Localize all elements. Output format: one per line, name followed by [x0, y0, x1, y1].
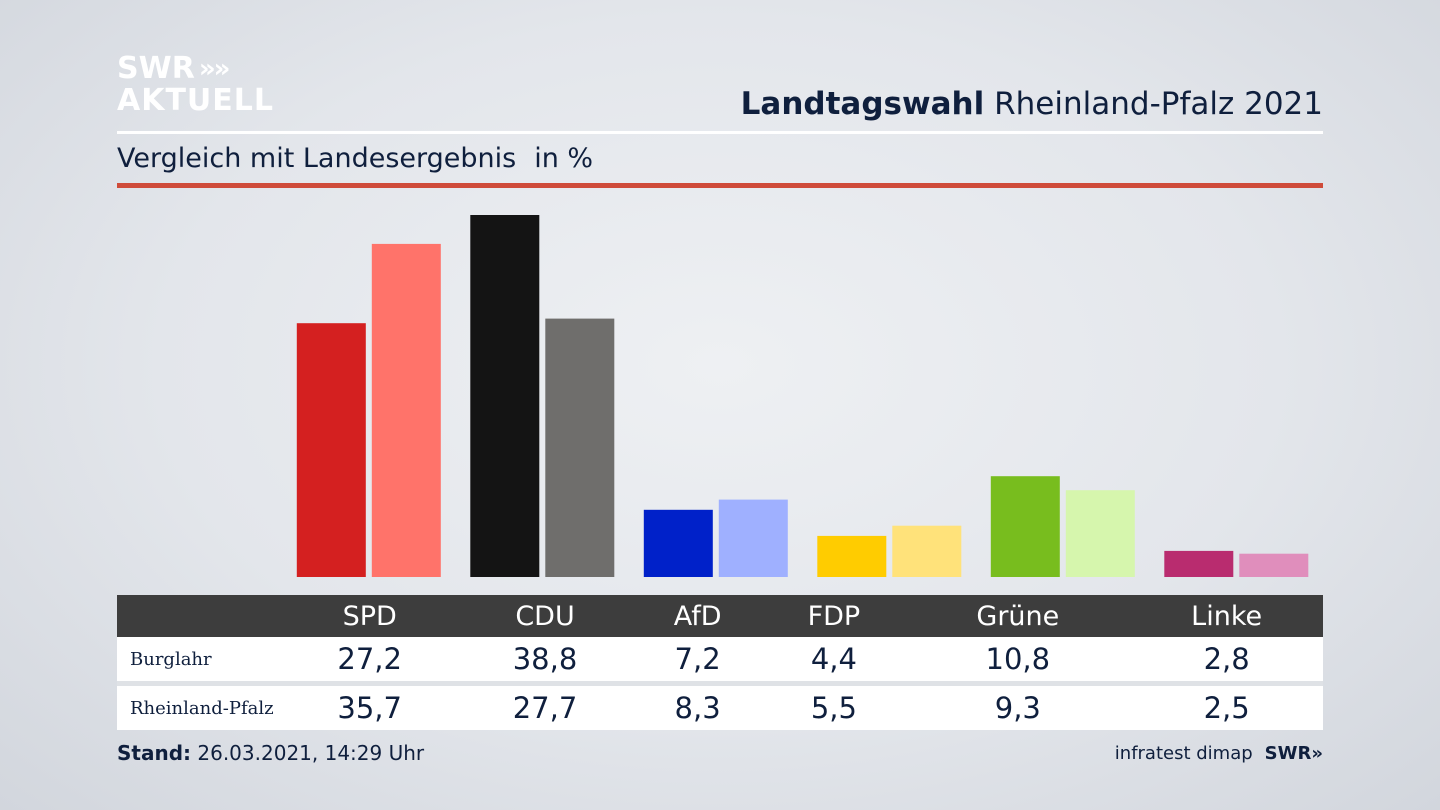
value-rlp-afd: 8,3	[632, 686, 763, 730]
bar-spd-rheinland-pfalz	[371, 243, 441, 577]
value-rlp-cdu: 27,7	[457, 686, 633, 730]
bar-spd-burglahr	[296, 323, 366, 577]
bar-afd-rheinland-pfalz	[718, 499, 788, 577]
table-row-rheinland-pfalz: Rheinland-Pfalz 35,7 27,7 8,3 5,5 9,3 2,…	[117, 686, 1323, 730]
title-rest: Rheinland-Pfalz 2021	[994, 86, 1323, 122]
subtitle-text: Vergleich mit Landesergebnis	[117, 143, 517, 174]
source-credit: infratest dimap SWR»	[1115, 743, 1323, 764]
value-rlp-linke: 2,5	[1130, 686, 1323, 730]
party-header-gruene: Grüne	[905, 595, 1131, 637]
title-bold: Landtagswahl	[740, 86, 985, 122]
swr-footer-text: SWR	[1264, 743, 1312, 764]
chart-subtitle: Vergleich mit Landesergebnis in %	[117, 143, 593, 174]
value-burglahr-spd: 27,2	[282, 637, 458, 686]
subtitle-divider	[117, 183, 1323, 188]
bar-linke-rheinland-pfalz	[1239, 553, 1309, 577]
value-burglahr-cdu: 38,8	[457, 637, 633, 686]
value-burglahr-fdp: 4,4	[762, 637, 906, 686]
bar-cdu-rheinland-pfalz	[545, 318, 615, 577]
party-header-fdp: FDP	[762, 595, 906, 637]
value-burglahr-gruene: 10,8	[905, 637, 1131, 686]
title-divider	[117, 131, 1323, 134]
row-label-rheinland-pfalz: Rheinland-Pfalz	[117, 686, 282, 730]
logo-aktuell-text: AKTUELL	[117, 83, 275, 118]
stand-label: Stand:	[117, 741, 192, 765]
swr-footer-logo: SWR»	[1265, 743, 1323, 764]
results-table: SPD CDU AfD FDP Grüne Linke Burglahr 27,…	[117, 595, 1323, 730]
party-header-linke: Linke	[1130, 595, 1323, 637]
value-rlp-fdp: 5,5	[762, 686, 906, 730]
party-header-cdu: CDU	[457, 595, 633, 637]
party-header-row: SPD CDU AfD FDP Grüne Linke	[117, 595, 1323, 637]
unit-label: in %	[534, 143, 594, 174]
bar-linke-burglahr	[1164, 550, 1234, 577]
bar-cdu-burglahr	[470, 215, 540, 577]
source-text: infratest dimap	[1114, 743, 1253, 764]
value-burglahr-linke: 2,8	[1130, 637, 1323, 686]
row-label-burglahr: Burglahr	[117, 637, 282, 686]
swr-aktuell-logo: SWR»» AKTUELL	[117, 54, 274, 116]
stand-value: 26.03.2021, 14:29 Uhr	[197, 741, 425, 765]
party-header-spd: SPD	[282, 595, 458, 637]
swr-footer-arrows-icon: »	[1311, 743, 1323, 764]
bar-afd-burglahr	[643, 509, 713, 577]
party-header-afd: AfD	[632, 595, 763, 637]
timestamp: Stand: 26.03.2021, 14:29 Uhr	[117, 741, 424, 765]
page-title: Landtagswahl Rheinland-Pfalz 2021	[741, 86, 1323, 122]
table-row-burglahr: Burglahr 27,2 38,8 7,2 4,4 10,8 2,8	[117, 637, 1323, 686]
bar-gruene-rheinland-pfalz	[1065, 490, 1135, 577]
header-empty-cell	[117, 595, 282, 637]
bar-fdp-rheinland-pfalz	[892, 525, 962, 577]
bar-fdp-burglahr	[817, 535, 887, 577]
logo-swr-text: SWR	[117, 51, 195, 86]
value-burglahr-afd: 7,2	[632, 637, 763, 686]
value-rlp-spd: 35,7	[282, 686, 458, 730]
bar-gruene-burglahr	[990, 476, 1060, 577]
value-rlp-gruene: 9,3	[905, 686, 1131, 730]
